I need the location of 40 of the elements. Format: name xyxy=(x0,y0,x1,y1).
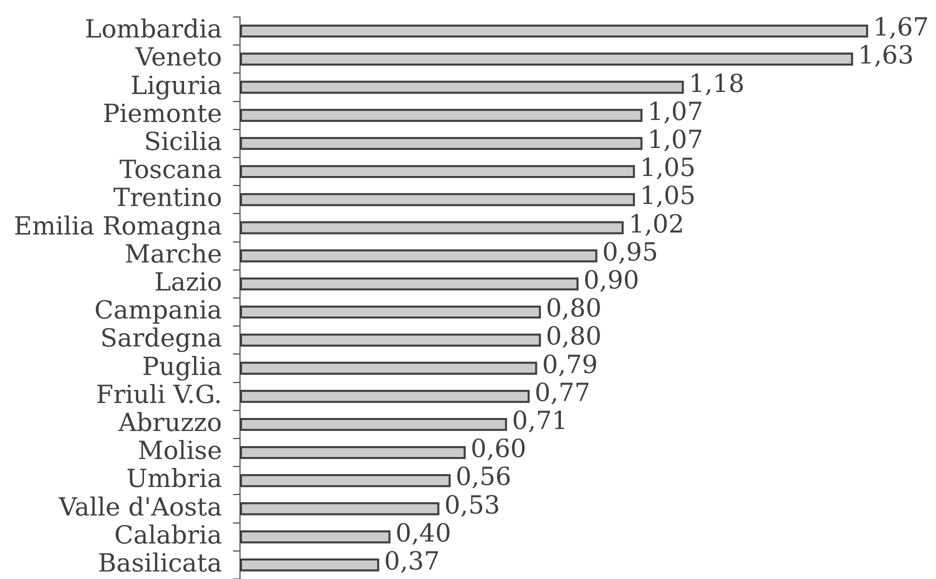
y-tick-label: Puglia xyxy=(142,352,222,381)
y-tick-label: Sardegna xyxy=(100,324,222,353)
data-label: 0,77 xyxy=(534,378,590,407)
data-label: 0,40 xyxy=(395,518,452,548)
y-tick-label: Piemonte xyxy=(102,98,222,128)
data-label: 1,67 xyxy=(873,12,929,42)
data-label: 1,07 xyxy=(647,96,704,126)
data-label: 0,56 xyxy=(456,462,512,492)
data-label: 0,71 xyxy=(512,406,568,435)
data-label: 0,90 xyxy=(584,265,640,294)
data-label: 0,95 xyxy=(602,237,658,266)
y-tick-label: Basilicata xyxy=(98,548,222,578)
data-label: 0,60 xyxy=(470,434,526,464)
y-tick-label: Umbria xyxy=(126,464,222,494)
y-tick-label: Friuli V.G. xyxy=(96,380,222,409)
data-label: 0,37 xyxy=(384,546,440,576)
y-tick-label: Calabria xyxy=(114,520,222,550)
y-tick-label: Trentino xyxy=(113,183,222,212)
y-tick-label: Abruzzo xyxy=(117,408,222,437)
data-label: 1,18 xyxy=(688,68,744,98)
y-tick-label: Sicilia xyxy=(144,126,222,156)
y-tick-label: Liguria xyxy=(130,70,222,100)
data-label: 0,80 xyxy=(546,322,602,351)
y-tick-label: Lazio xyxy=(154,267,222,296)
y-tick-label: Molise xyxy=(138,436,222,466)
y-tick-label: Toscana xyxy=(119,155,222,184)
data-label: 1,05 xyxy=(640,153,696,182)
y-tick-label: Emilia Romagna xyxy=(14,211,222,240)
data-label: 1,02 xyxy=(628,209,684,238)
y-tick-label: Valle d'Aosta xyxy=(58,492,222,522)
data-label: 1,63 xyxy=(858,40,914,70)
y-tick-label: Campania xyxy=(94,296,222,325)
data-label: 1,05 xyxy=(640,181,696,210)
y-tick-label: Veneto xyxy=(134,42,222,72)
data-label: 0,79 xyxy=(542,350,598,379)
data-label: 1,07 xyxy=(647,124,704,154)
y-tick-label: Marche xyxy=(124,239,222,268)
y-tick-label: Lombardia xyxy=(84,14,222,44)
data-label: 0,80 xyxy=(546,294,602,323)
data-label: 0,53 xyxy=(444,490,500,520)
